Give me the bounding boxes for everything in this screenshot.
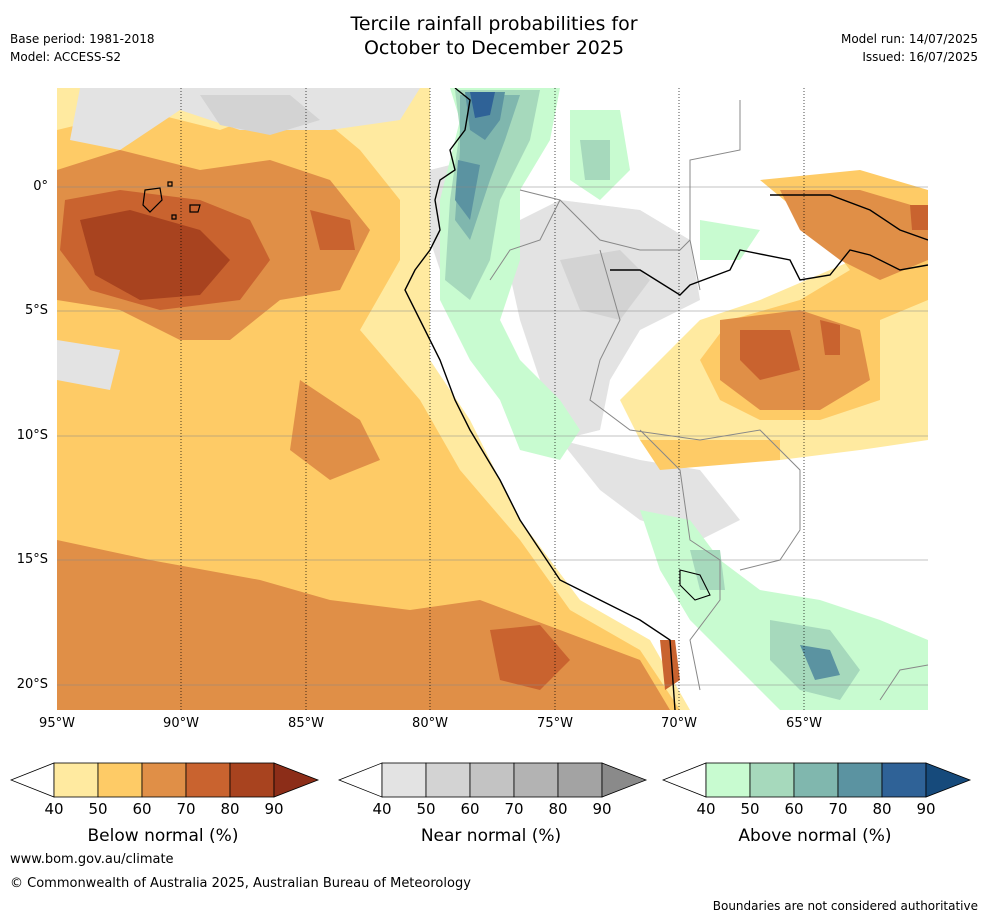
lon-tick-80w: 80°W	[412, 716, 448, 731]
colorbar-near-segment-1	[381, 762, 427, 798]
colorbar-near-segment-2	[425, 762, 471, 798]
footer-website: www.bom.gov.au/climate	[10, 852, 174, 867]
colorbar-above-label-40: 40	[696, 800, 716, 818]
footer-disclaimer: Boundaries are not considered authoritat…	[712, 899, 978, 913]
colorbar-near-label-70: 70	[504, 800, 524, 818]
colorbar-near-title: Near normal (%)	[420, 826, 562, 846]
near-50-region-amazon	[560, 250, 650, 320]
island-santa-cruz	[189, 204, 201, 213]
colorbar-above-segment-4	[837, 762, 883, 798]
colorbar-above	[662, 762, 972, 798]
colorbar-near-max-extend	[601, 762, 648, 798]
colorbar-below-label-60: 60	[132, 800, 152, 818]
colorbar-above-label-90: 90	[916, 800, 936, 818]
map-area	[57, 88, 928, 710]
footer-copyright: © Commonwealth of Australia 2025, Austra…	[10, 876, 471, 891]
lon-tick-75w: 75°W	[537, 716, 573, 731]
colorbar-below-max-extend	[273, 762, 320, 798]
colorbar-near-segment-3	[469, 762, 515, 798]
colorbar-above-label-70: 70	[828, 800, 848, 818]
colorbar-above-segment-1	[705, 762, 751, 798]
graticule	[57, 186, 928, 686]
header-left: Base period: 1981-2018 Model: ACCESS-S2	[10, 30, 155, 66]
lon-tick-65w: 65°W	[786, 716, 822, 731]
country-borders	[489, 100, 928, 701]
colorbar-near-label-60: 60	[460, 800, 480, 818]
title-line-2: October to December 2025	[363, 37, 625, 59]
lat-tick-15s: 15°S	[16, 552, 48, 567]
colorbar-near-segment-5	[557, 762, 603, 798]
colorbar-above-segment-3	[793, 762, 839, 798]
colorbar-near-label-80: 80	[548, 800, 568, 818]
below-70-region-east	[740, 205, 928, 380]
title-line-1: Tercile rainfall probabilities for	[350, 13, 638, 35]
model-run-text: Model run: 14/07/2025	[840, 32, 978, 46]
colorbar-below-segment-1	[53, 762, 99, 798]
above-70-region-andes	[455, 92, 505, 220]
colorbar-near-label-50: 50	[416, 800, 436, 818]
above-80-region-andes	[470, 92, 495, 118]
colorbar-below-label-80: 80	[220, 800, 240, 818]
colorbar-below	[10, 762, 320, 798]
galapagos-islands	[142, 181, 201, 220]
colorbar-above-segment-5	[881, 762, 927, 798]
colorbar-near-label-40: 40	[372, 800, 392, 818]
base-period-text: Base period: 1981-2018	[10, 32, 155, 46]
colorbar-below-min-extend	[10, 762, 55, 798]
near-50-region-north	[200, 95, 320, 135]
near-40-region-north	[57, 88, 500, 390]
below-80-region	[80, 210, 230, 300]
issued-text: Issued: 16/07/2025	[862, 50, 978, 64]
island-isabela	[142, 187, 163, 213]
above-70-region-east	[800, 645, 840, 680]
lat-tick-20s: 20°S	[16, 677, 48, 692]
model-text: Model: ACCESS-S2	[10, 50, 122, 64]
colorbar-above-label-50: 50	[740, 800, 760, 818]
island-small-2	[171, 214, 177, 220]
colorbar-near-min-extend	[338, 762, 383, 798]
colorbar-below-segment-4	[185, 762, 231, 798]
colorbar-near-label-90: 90	[592, 800, 612, 818]
lat-tick-10s: 10°S	[16, 428, 48, 443]
colorbar-near-segment-4	[513, 762, 559, 798]
colorbar-below-label-50: 50	[88, 800, 108, 818]
colorbar-above-label-80: 80	[872, 800, 892, 818]
lon-tick-90w: 90°W	[163, 716, 199, 731]
colorbar-below-label-90: 90	[264, 800, 284, 818]
colorbar-above-segment-2	[749, 762, 795, 798]
colorbar-below-segment-3	[141, 762, 187, 798]
colorbar-below-label-40: 40	[44, 800, 64, 818]
lat-tick-0: 0°	[33, 179, 48, 194]
colorbar-below-segment-2	[97, 762, 143, 798]
lat-tick-5s: 5°S	[24, 303, 48, 318]
colorbar-below-label-70: 70	[176, 800, 196, 818]
near-40-region-amazon	[500, 200, 740, 540]
colorbar-above-title: Above normal (%)	[738, 826, 892, 846]
colorbar-above-label-60: 60	[784, 800, 804, 818]
colorbar-below-title: Below normal (%)	[87, 826, 239, 846]
colorbar-above-min-extend	[662, 762, 707, 798]
header-right: Model run: 14/07/2025 Issued: 16/07/2025	[841, 30, 978, 66]
island-small-1	[167, 181, 173, 187]
coastline	[404, 88, 928, 710]
colorbar-below-segment-5	[229, 762, 275, 798]
lon-tick-85w: 85°W	[288, 716, 324, 731]
colorbar-near	[338, 762, 648, 798]
map-title: Tercile rainfall probabilities for Octob…	[0, 12, 988, 60]
lon-tick-70w: 70°W	[661, 716, 697, 731]
lake-titicaca	[679, 569, 711, 601]
lon-tick-95w: 95°W	[39, 716, 75, 731]
colorbar-above-max-extend	[925, 762, 972, 798]
